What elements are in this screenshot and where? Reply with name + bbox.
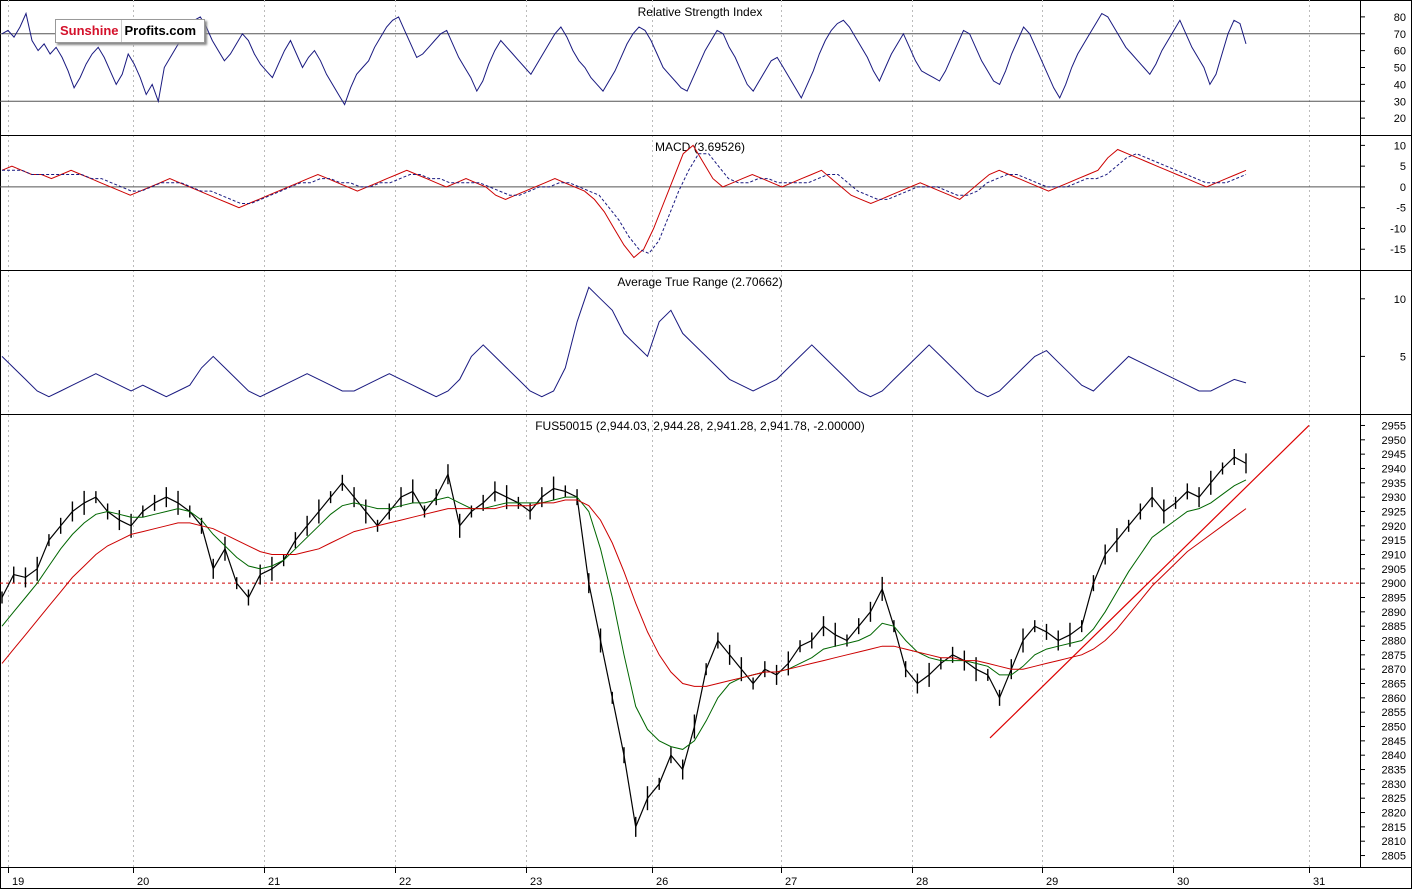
y-tick-label: 2820 [1382, 808, 1406, 820]
y-tick-label: 2860 [1382, 693, 1406, 705]
y-tick-label: 2865 [1382, 679, 1406, 691]
series-line-ma_fast [1, 479, 1247, 750]
y-tick-label: 2850 [1382, 722, 1406, 734]
day-label: 23 [530, 876, 542, 888]
y-tick-label: 2935 [1382, 478, 1406, 490]
panel-title: FUS50015 (2,944.03, 2,944.28, 2,941.28, … [535, 419, 865, 433]
y-tick-label: 2925 [1382, 506, 1406, 518]
series-line-0 [1, 11, 1247, 106]
y-tick-label: 2855 [1382, 707, 1406, 719]
day-label: 20 [137, 876, 149, 888]
y-tick-label: 80 [1394, 12, 1406, 24]
logo-part1: Sunshine [56, 20, 122, 42]
y-tick-label: 20 [1394, 113, 1406, 125]
y-tick-label: 2840 [1382, 750, 1406, 762]
y-tick-label: 2900 [1382, 578, 1406, 590]
y-tick-label: 10 [1394, 294, 1406, 306]
panel-0: Relative Strength Index 80 70 60 50 40 30 20 [0, 5, 1406, 125]
y-tick-label: -5 [1396, 203, 1406, 215]
y-tick-label: 2930 [1382, 492, 1406, 504]
y-tick-label: 2845 [1382, 736, 1406, 748]
sunshine-profits-logo: Sunshine Profits.com [55, 19, 205, 43]
y-tick-label: 5 [1400, 351, 1406, 363]
y-tick-label: 30 [1394, 96, 1406, 108]
y-tick-label: 70 [1394, 29, 1406, 41]
y-tick-label: 2950 [1382, 435, 1406, 447]
day-label: 26 [656, 876, 668, 888]
y-tick-label: 2885 [1382, 621, 1406, 633]
day-label: 22 [399, 876, 411, 888]
series-line-0 [1, 144, 1247, 259]
y-tick-label: 2870 [1382, 664, 1406, 676]
y-tick-label: 2875 [1382, 650, 1406, 662]
y-tick-label: 2835 [1382, 765, 1406, 777]
y-tick-label: 2910 [1382, 549, 1406, 561]
y-tick-label: 2915 [1382, 535, 1406, 547]
y-tick-label: 50 [1394, 63, 1406, 75]
day-label: 31 [1313, 876, 1325, 888]
series-line-price [1, 456, 1247, 830]
y-tick-label: 2805 [1382, 851, 1406, 863]
y-tick-label: 2945 [1382, 449, 1406, 461]
y-tick-label: 10 [1394, 140, 1406, 152]
y-tick-label: 2895 [1382, 592, 1406, 604]
series-line-1 [2, 153, 1247, 255]
y-tick-label: -15 [1390, 244, 1406, 256]
y-tick-label: 40 [1394, 79, 1406, 91]
y-tick-label: 60 [1394, 46, 1406, 58]
y-tick-label: 0 [1400, 182, 1406, 194]
y-tick-label: 2955 [1382, 420, 1406, 432]
y-tick-label: 2920 [1382, 521, 1406, 533]
logo-part2: Profits.com [124, 23, 197, 38]
panel-1: MACD (3.69526) 10 5 0 -5 -10 -15 [0, 135, 1412, 259]
panel-title: Average True Range (2.70662) [617, 275, 782, 289]
y-tick-label: 2830 [1382, 779, 1406, 791]
y-tick-label: 2905 [1382, 564, 1406, 576]
day-label: 19 [12, 876, 24, 888]
day-label: 29 [1046, 876, 1058, 888]
panel-title: Relative Strength Index [638, 5, 763, 19]
y-tick-label: 2880 [1382, 636, 1406, 648]
day-label: 28 [916, 876, 928, 888]
day-label: 30 [1177, 876, 1189, 888]
panel-2: Average True Range (2.70662) 10 5 [0, 270, 1412, 398]
panel-3: FUS50015 (2,944.03, 2,944.28, 2,941.28, … [0, 414, 1412, 863]
y-tick-label: 5 [1400, 161, 1406, 173]
support-trendline [989, 425, 1310, 739]
day-label: 21 [268, 876, 280, 888]
y-tick-label: 2825 [1382, 793, 1406, 805]
y-tick-label: 2810 [1382, 836, 1406, 848]
day-label: 27 [785, 876, 797, 888]
panel-title: MACD (3.69526) [655, 140, 745, 154]
y-tick-label: 2890 [1382, 607, 1406, 619]
y-tick-label: 2815 [1382, 822, 1406, 834]
series-line-0 [1, 286, 1247, 398]
y-tick-label: -10 [1390, 223, 1406, 235]
y-tick-label: 2940 [1382, 463, 1406, 475]
series-line-ma_slow [1, 499, 1247, 687]
